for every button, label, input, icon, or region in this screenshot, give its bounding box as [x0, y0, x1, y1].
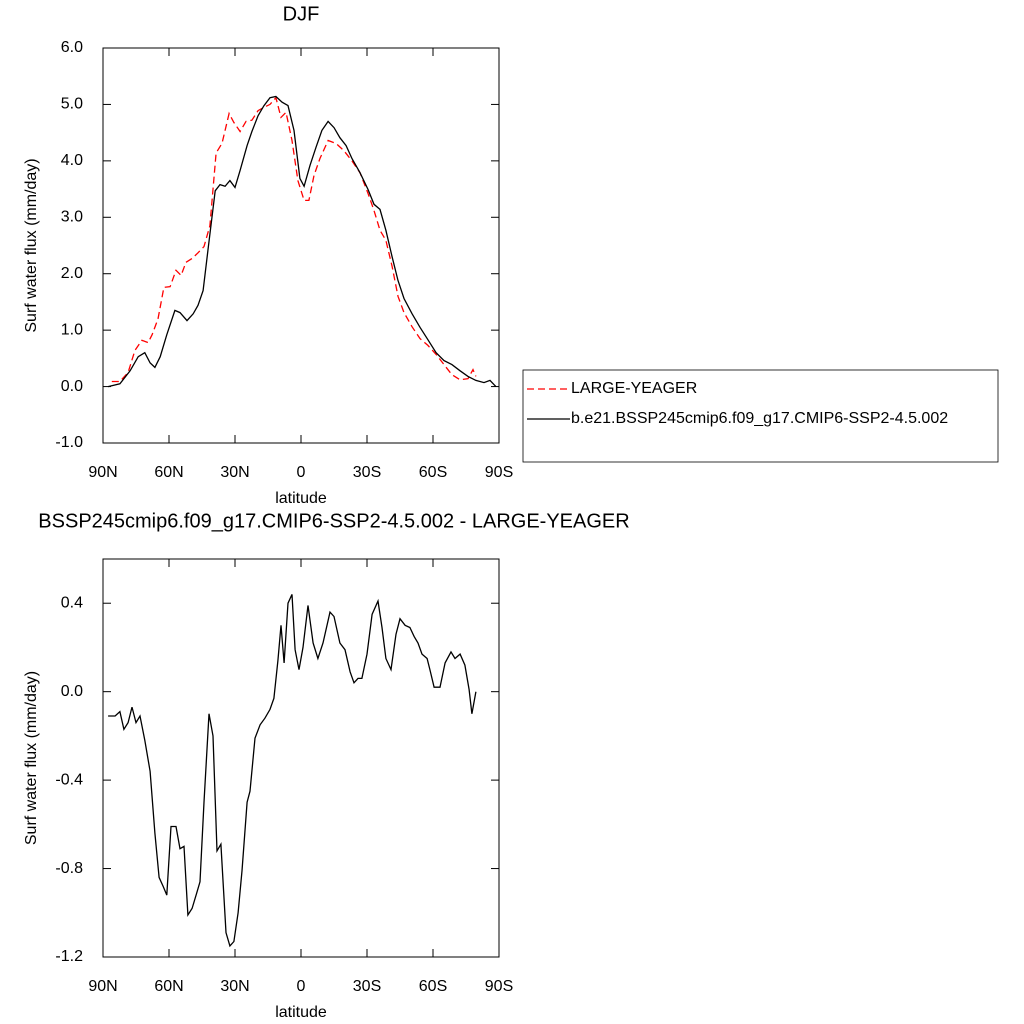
x-tick-label: 90S [485, 464, 513, 481]
plot-frame [102, 47, 500, 444]
y-tick-label: 0.0 [61, 683, 83, 700]
y-tick-label: 6.0 [61, 39, 83, 56]
x-tick-label: 30N [220, 978, 249, 995]
x-tick-label: 60N [154, 978, 183, 995]
x-tick-label: 30N [220, 464, 249, 481]
x-axis-label: latitude [275, 490, 327, 507]
data-line [107, 95, 497, 388]
x-tick-label: 90N [88, 978, 117, 995]
x-tick-label: 0 [297, 978, 306, 995]
x-tick-label: 0 [297, 464, 306, 481]
x-tick-label: 90S [485, 978, 513, 995]
y-axis-label: Surf water flux (mm/day) [23, 158, 40, 332]
data-line [108, 594, 477, 948]
legend-label: LARGE-YEAGER [571, 380, 697, 397]
chart-title: BSSP245cmip6.f09_g17.CMIP6-SSP2-4.5.002 … [38, 510, 629, 532]
x-tick-label: 90N [88, 464, 117, 481]
y-axis-label: Surf water flux (mm/day) [23, 671, 40, 845]
y-tick-label: 2.0 [61, 265, 83, 282]
x-tick-label: 30S [353, 464, 381, 481]
y-tick-label: 4.0 [61, 152, 83, 169]
plot-frame [102, 558, 500, 958]
data-line [111, 96, 477, 383]
y-tick-label: 5.0 [61, 96, 83, 113]
x-axis-label: latitude [275, 1004, 327, 1021]
legend-label: b.e21.BSSP245cmip6.f09_g17.CMIP6-SSP2-4.… [571, 410, 948, 427]
y-tick-label: 1.0 [61, 321, 83, 338]
y-tick-label: -1.2 [55, 948, 83, 965]
y-tick-label: 3.0 [61, 209, 83, 226]
y-tick-label: -1.0 [55, 434, 83, 451]
y-tick-label: -0.8 [55, 860, 83, 877]
x-tick-label: 60N [154, 464, 183, 481]
legend-box [522, 369, 999, 463]
x-tick-label: 60S [419, 978, 447, 995]
y-tick-label: 0.0 [61, 378, 83, 395]
chart-title: DJF [283, 3, 320, 25]
x-tick-label: 30S [353, 978, 381, 995]
y-tick-label: 0.4 [61, 594, 83, 611]
y-tick-label: -0.4 [55, 771, 83, 788]
x-tick-label: 60S [419, 464, 447, 481]
